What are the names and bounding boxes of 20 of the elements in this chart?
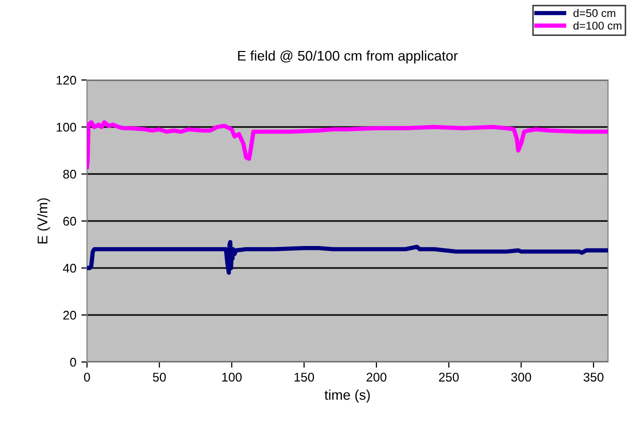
y-tick-label: 120 — [56, 76, 76, 85]
y-tick-label: 60 — [63, 216, 76, 226]
y-tick-label: 100 — [56, 122, 76, 132]
y-tick-label: 0 — [70, 358, 76, 367]
chart-title: E field @ 50/100 cm from applicator — [238, 50, 458, 64]
legend-label: d=100 cm — [573, 21, 622, 30]
legend-label: d=50 cm — [573, 8, 616, 18]
x-tick-label: 300 — [511, 372, 532, 382]
y-tick-label: 40 — [62, 264, 76, 273]
y-tick-label: 20 — [63, 310, 76, 320]
x-tick-label: 350 — [584, 372, 604, 382]
x-tick-label: 0 — [84, 372, 90, 382]
x-tick-label: 150 — [294, 372, 314, 382]
x-tick-label: 250 — [439, 372, 459, 382]
y-axis-title: E (V/m) — [37, 198, 50, 244]
y-tick-label: 80 — [63, 170, 76, 179]
x-tick-label: 100 — [222, 372, 242, 382]
x-axis-title: time (s) — [324, 390, 370, 403]
x-tick-label: 50 — [152, 372, 166, 382]
x-tick-label: 200 — [366, 372, 386, 382]
